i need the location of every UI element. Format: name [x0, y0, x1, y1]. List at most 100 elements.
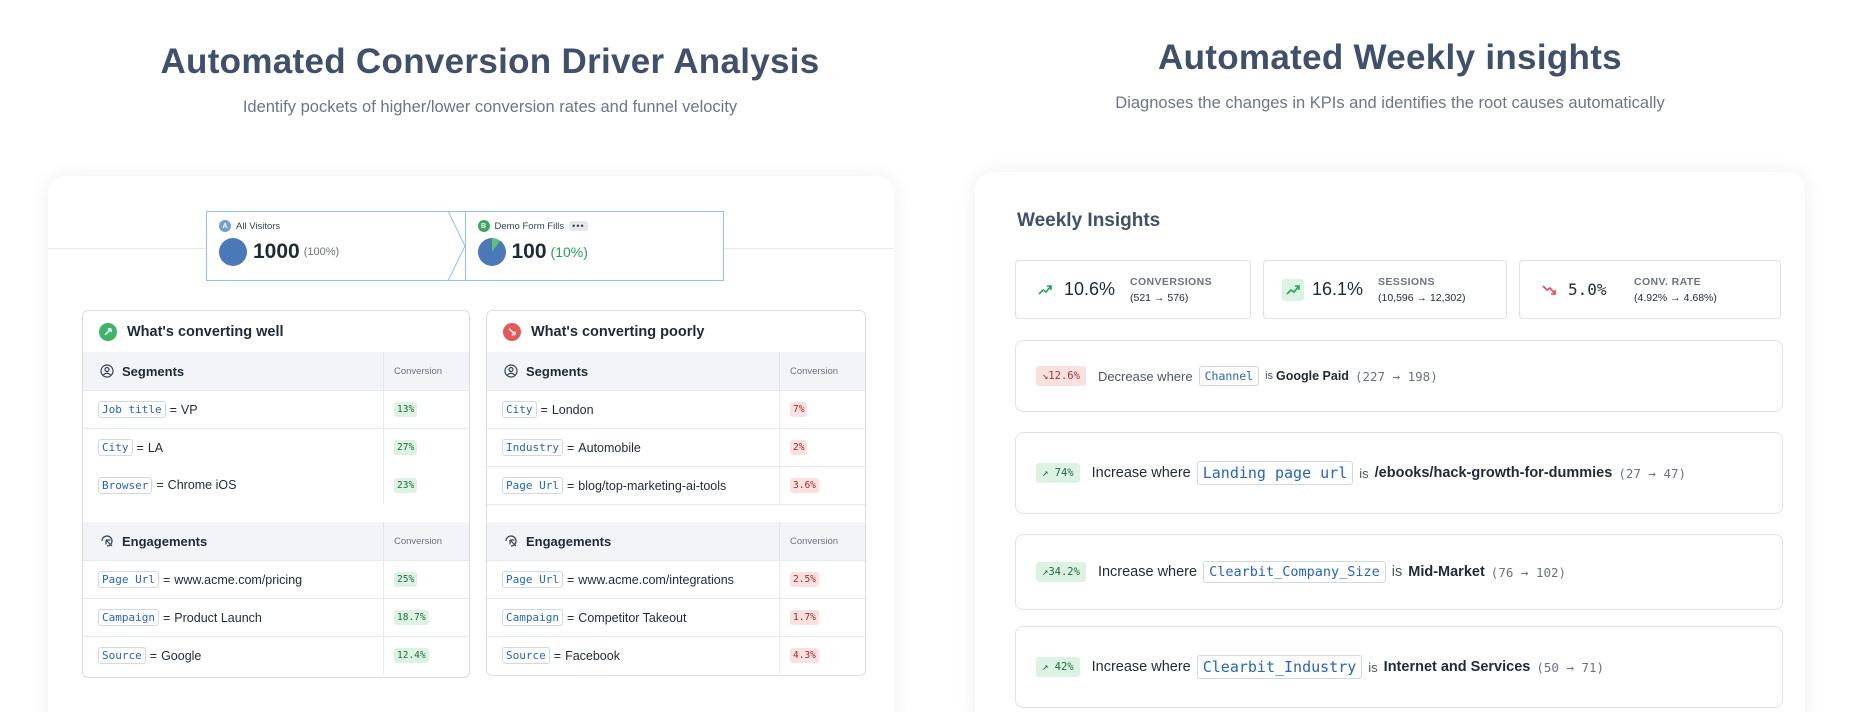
equals-sign: = [162, 572, 171, 587]
engagements-header: Engagements Conversion [83, 522, 469, 560]
kpi-conversions[interactable]: 10.6% CONVERSIONS (521 → 576) [1015, 260, 1251, 319]
conversion-badge: 1.7% [790, 610, 819, 625]
panel-title: What's converting well [127, 323, 284, 340]
table-row[interactable]: Source = Google 12.4% [83, 636, 469, 674]
equals-sign: = [156, 478, 164, 492]
conversion-driver-card: A All Visitors 1000 (100%) B Demo Form F… [48, 176, 894, 712]
conversion-badge: 23% [394, 477, 418, 493]
step-letter-badge: B [477, 220, 490, 232]
equals-sign: = [136, 440, 144, 455]
conversion-badge: 13% [394, 402, 418, 417]
segment-value: blog/top-marketing-ai-tools [578, 478, 727, 493]
table-row[interactable]: Page Url = blog/top-marketing-ai-tools 3.6… [487, 466, 865, 504]
kpi-change: (10,596 → 12,302) [1378, 291, 1466, 304]
segment-key: City [98, 439, 133, 456]
insight-value: Internet and Services [1383, 659, 1531, 675]
engagement-value: Google [161, 648, 202, 663]
kpi-value: 10.6% [1064, 279, 1116, 299]
funnel-step-b[interactable]: B Demo Form Fills ••• 100 (10%) [447, 211, 724, 281]
table-row[interactable]: Source = Facebook 4.3% [487, 636, 865, 674]
kpi-change: (521 → 576) [1130, 291, 1189, 304]
kpi-sessions[interactable]: 16.1% SESSIONS (10,596 → 12,302) [1263, 260, 1507, 319]
panel-title: What's converting poorly [531, 323, 705, 340]
insight-value: /ebooks/hack-growth-for-dummies [1374, 465, 1613, 481]
insight-field: Clearbit_Company_Size [1203, 561, 1386, 583]
kpi-label: CONV. RATE [1634, 275, 1702, 288]
conversion-badge: 4.3% [790, 648, 819, 663]
conversion-badge: 12.4% [394, 648, 429, 663]
step-value: 1000 [253, 240, 300, 263]
engagement-key: Source [502, 647, 550, 664]
left-hero-subtitle: Identify pockets of higher/lower convers… [242, 98, 738, 116]
step-percent: (10%) [550, 244, 588, 260]
funnel-step-a[interactable]: A All Visitors 1000 (100%) [207, 212, 465, 280]
segment-value: London [551, 402, 594, 417]
section-label: Segments [526, 363, 589, 379]
engagement-key: Source [98, 647, 146, 664]
arrow-up-right-icon: ↗ [99, 322, 117, 341]
left-hero: Automated Conversion Driver Analysis Ide… [40, 42, 940, 117]
equals-sign: = [566, 478, 575, 493]
table-row[interactable]: Campaign = Competitor Takeout 1.7% [487, 598, 865, 636]
weekly-insights-card: Weekly Insights 10.6% CONVERSIONS (521 →… [975, 172, 1805, 712]
step-percent: (100%) [303, 246, 340, 258]
insight-prefix: Increase where [1091, 659, 1191, 675]
section-spacer [487, 504, 865, 522]
insight-card[interactable]: ↗ 74% Increase where Landing page url is… [1015, 432, 1783, 514]
insight-prefix: Decrease where [1097, 368, 1193, 384]
trend-up-icon [1034, 279, 1056, 301]
insight-value: Google Paid [1276, 369, 1349, 383]
left-hero-title: Automated Conversion Driver Analysis [160, 42, 820, 81]
table-row[interactable]: Campaign = Product Launch 18.7% [83, 598, 469, 636]
step-value: 100 [511, 240, 547, 263]
segment-key: Job title [98, 401, 166, 418]
conversion-column-header: Conversion [383, 352, 469, 390]
user-circle-icon [100, 364, 114, 378]
right-hero: Automated Weekly insights Diagnoses the … [980, 38, 1800, 113]
segment-value: Automobile [578, 440, 641, 455]
conversion-column-header: Conversion [383, 522, 469, 560]
table-row[interactable]: Page Url = www.acme.com/pricing 25% [83, 560, 469, 598]
insight-value: Mid-Market [1408, 564, 1485, 580]
kpi-value: 16.1% [1312, 279, 1364, 299]
equals-sign: = [553, 648, 562, 663]
engagement-key: Page Url [502, 571, 563, 588]
kpi-conv-rate[interactable]: 5.0% CONV. RATE (4.92% → 4.68%) [1519, 260, 1781, 319]
conversion-badge: 7% [790, 402, 808, 417]
table-row[interactable]: Industry = Automobile 2% [487, 428, 865, 466]
conversion-badge: 18.7% [394, 610, 429, 625]
table-row[interactable]: City = London 7% [487, 390, 865, 428]
more-options-icon[interactable]: ••• [569, 221, 588, 231]
insight-card[interactable]: ↗ 42% Increase where Clearbit_Industry i… [1015, 626, 1783, 708]
engagement-key: Campaign [98, 609, 159, 626]
table-row[interactable]: City = LA 27% [83, 428, 469, 466]
segment-key: Browser [98, 476, 153, 494]
engagement-key: Campaign [502, 609, 563, 626]
insight-change-badge: ↗ 42% [1036, 657, 1080, 677]
insight-prefix: Increase where [1091, 465, 1191, 481]
segments-header: Segments Conversion [487, 352, 865, 390]
insight-change-badge: ↘12.6% [1036, 366, 1086, 386]
insight-is: is [1368, 659, 1378, 675]
equals-sign: = [169, 402, 177, 417]
insight-card[interactable]: ↘12.6% Decrease where Channel is Google … [1015, 340, 1783, 412]
insight-card[interactable]: ↗34.2% Increase where Clearbit_Company_S… [1015, 534, 1783, 610]
step-letter-badge: A [219, 220, 231, 232]
section-label: Engagements [122, 533, 208, 549]
table-row[interactable]: Browser = Chrome iOS 23% [83, 466, 469, 504]
table-row[interactable]: Job title = VP 13% [83, 390, 469, 428]
segment-value: Chrome iOS [167, 478, 237, 492]
insight-is: is [1391, 564, 1403, 580]
table-row[interactable]: Page Url = www.acme.com/integrations 2.5% [487, 560, 865, 598]
insight-count: (50 → 71) [1536, 659, 1605, 675]
conversion-badge: 2.5% [790, 572, 819, 587]
cursor-click-icon [101, 535, 113, 547]
pie-chart-icon [477, 238, 506, 266]
equals-sign: = [566, 440, 575, 455]
arrow-down-right-icon: ↘ [503, 322, 521, 341]
section-spacer [83, 504, 469, 522]
section-label: Engagements [526, 533, 612, 549]
cursor-click-icon [505, 535, 517, 547]
conversion-badge: 25% [394, 572, 418, 587]
funnel: A All Visitors 1000 (100%) B Demo Form F… [206, 211, 724, 281]
